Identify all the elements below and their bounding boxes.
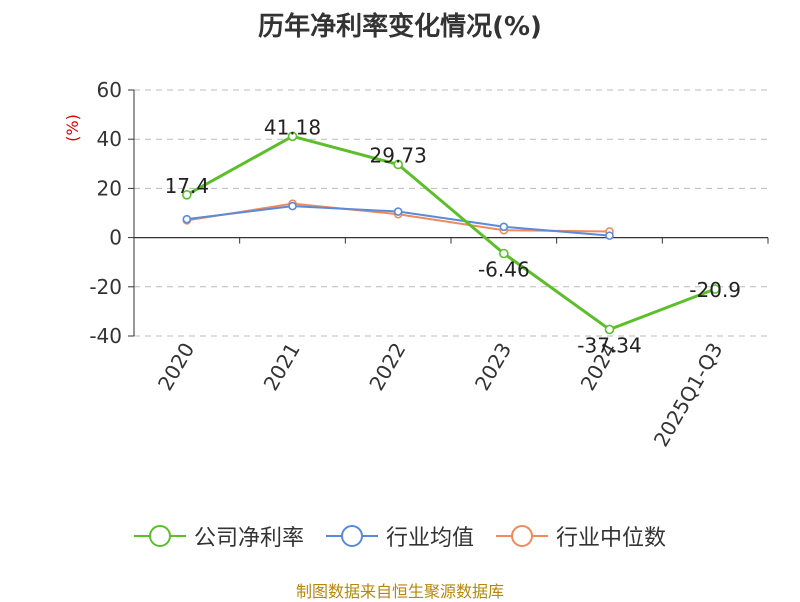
data-point xyxy=(604,324,615,335)
data-point xyxy=(710,284,720,294)
data-point xyxy=(288,201,297,211)
data-label: 29.73 xyxy=(370,143,427,167)
data-point xyxy=(287,131,298,142)
y-axis-label: (%) xyxy=(63,114,82,142)
x-tick-label: 2023 xyxy=(470,339,516,395)
chart-title: 历年净利率变化情况(%) xyxy=(258,12,542,42)
y-tick-label: 40 xyxy=(97,127,122,151)
data-point xyxy=(499,222,509,232)
data-point xyxy=(182,214,192,224)
x-tick-label: 2021 xyxy=(259,339,305,395)
x-tick-label: 2025Q1-Q3 xyxy=(649,339,728,451)
legend-marker-icon xyxy=(325,524,378,548)
y-tick-label: 0 xyxy=(109,226,122,250)
data-point xyxy=(182,189,192,200)
data-point xyxy=(393,159,403,170)
data-label: -37.34 xyxy=(577,333,641,357)
x-tick-label: 2020 xyxy=(153,339,199,395)
y-tick-label: -20 xyxy=(89,275,122,299)
source-note: 制图数据来自恒生聚源数据库 xyxy=(295,582,504,601)
legend-label: 行业均值 xyxy=(385,526,474,551)
y-tick-label: 60 xyxy=(97,78,122,102)
legend-label: 行业中位数 xyxy=(556,526,667,551)
legend-item-industry-median[interactable]: 行业中位数 xyxy=(496,520,666,552)
data-label: -20.9 xyxy=(689,278,741,302)
legend-label: 公司净利率 xyxy=(193,526,304,551)
data-label: 41.18 xyxy=(264,115,321,139)
legend-marker-icon xyxy=(496,524,548,548)
legend-marker-icon xyxy=(133,524,186,548)
x-tick-label: 2022 xyxy=(364,339,410,395)
legend-item-company[interactable]: 公司净利率 xyxy=(133,520,304,552)
data-point xyxy=(605,231,614,240)
data-point xyxy=(499,248,509,259)
y-tick-label: -40 xyxy=(89,324,122,348)
data-label: -6.46 xyxy=(478,257,530,281)
data-point xyxy=(393,207,403,216)
y-tick-label: 20 xyxy=(97,176,122,200)
legend: 公司净利率 行业均值 行业中位数 xyxy=(0,520,800,552)
series-line xyxy=(186,134,716,331)
data-label: 17.4 xyxy=(165,174,210,198)
legend-item-industry-mean[interactable]: 行业均值 xyxy=(325,520,474,552)
